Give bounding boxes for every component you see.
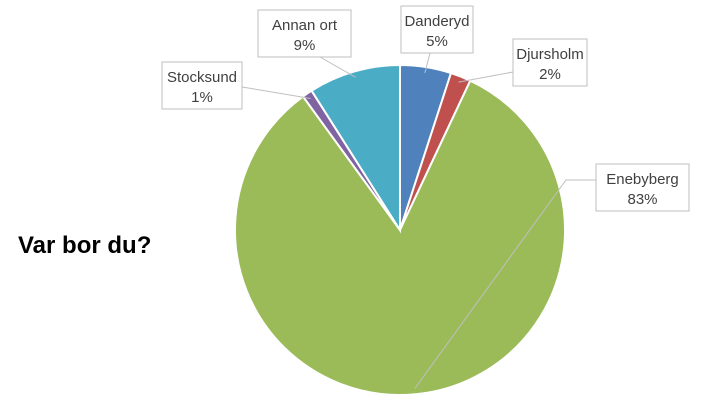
data-label-stocksund: Stocksund 1% (161, 61, 243, 110)
data-label-annan-ort: Annan ort 9% (257, 9, 352, 58)
callout-leader-djursholm (458, 71, 514, 83)
callout-box (595, 163, 690, 212)
chart-title: Var bor du? (18, 232, 151, 259)
slice-label: Enebyberg (606, 171, 679, 188)
callout-box (512, 38, 588, 87)
callout-leader-annan-ort (319, 56, 356, 78)
callout-leader-stocksund (241, 86, 311, 99)
slice-label: Annan ort (272, 17, 338, 34)
callout-leader-danderyd (424, 52, 431, 74)
slice-label: Danderyd (404, 13, 469, 30)
callout-leader-enebyberg (414, 179, 596, 389)
callout-box (161, 61, 243, 110)
callout-box (257, 9, 352, 58)
data-label-danderyd: Danderyd 5% (400, 5, 474, 54)
slice-percent: 83% (627, 191, 657, 208)
pie-slice-enebyberg (234, 79, 566, 396)
slice-percent: 2% (539, 66, 561, 83)
data-label-callouts: Danderyd 5% Djursholm 2% Enebyberg 83% Stocksu… (161, 5, 690, 389)
data-label-enebyberg: Enebyberg 83% (595, 163, 690, 212)
pie-slices (234, 63, 566, 396)
slice-label: Djursholm (516, 46, 584, 63)
slice-percent: 9% (294, 37, 316, 54)
pie-slice-annan-ort (310, 63, 401, 234)
slice-percent: 5% (426, 33, 448, 50)
data-label-djursholm: Djursholm 2% (512, 38, 588, 87)
slice-label: Stocksund (167, 69, 237, 86)
callout-box (400, 5, 474, 54)
slice-percent: 1% (191, 89, 213, 106)
